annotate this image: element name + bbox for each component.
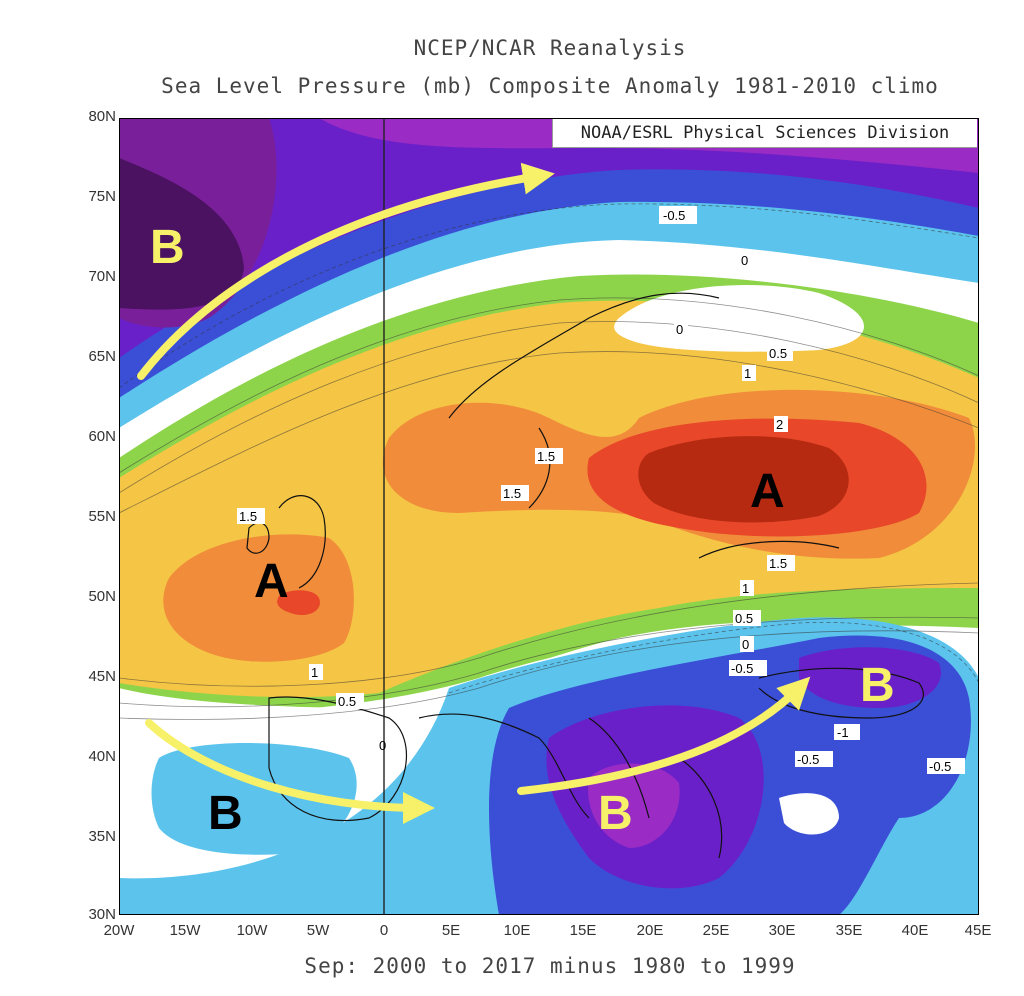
high-pressure-label: A — [750, 465, 785, 518]
contour-label: 1 — [311, 665, 318, 680]
lat-tick: 60N — [88, 428, 116, 445]
arrow-north — [137, 162, 555, 380]
contour-label: -0.5 — [929, 759, 951, 774]
low-pressure-label: B — [860, 659, 895, 712]
iberia-low — [151, 743, 357, 855]
contour-label: 1 — [742, 581, 749, 596]
lon-tick: 40E — [901, 922, 929, 939]
contour-label: 1.5 — [769, 556, 787, 571]
lat-tick: 50N — [88, 588, 116, 605]
contour-label: 1.5 — [503, 486, 521, 501]
contour-label: 0 — [742, 637, 749, 652]
contour-label: 0 — [676, 322, 683, 337]
contour-label: -1 — [837, 725, 849, 740]
bottom-label: Sep: 2000 to 2017 minus 1980 to 1999 — [304, 954, 796, 978]
arrow-southwest — [145, 719, 435, 824]
data-credit: NOAA/ESRL Physical Sciences Division — [552, 119, 977, 148]
contour-label: 1 — [744, 366, 751, 381]
lon-tick: 30E — [768, 922, 796, 939]
lon-tick: 25E — [702, 922, 730, 939]
title-line-1: NCEP/NCAR Reanalysis — [413, 36, 687, 60]
lon-tick: 45E — [964, 922, 992, 939]
contour-label-group: -0.5 0 0 0.5 1 2 1.5 1.5 1.5 1.5 1 0.5 0… — [237, 206, 965, 774]
low-pressure-label: B — [150, 221, 185, 274]
positive-red-west — [277, 590, 320, 616]
contour-label: 1.5 — [537, 449, 555, 464]
contour-label: 0 — [741, 253, 748, 268]
lat-tick: 80N — [88, 108, 116, 125]
southern-purple-core — [588, 763, 680, 848]
arctic-band-violet — [119, 118, 979, 358]
title-line-2: Sea Level Pressure (mb) Composite Anomal… — [161, 74, 939, 98]
lon-tick: 20E — [636, 922, 664, 939]
greenland-low-core — [119, 158, 244, 310]
anomaly-map: -0.5 0 0 0.5 1 2 1.5 1.5 1.5 1.5 1 0.5 0… — [119, 118, 979, 915]
contour-label: 0.5 — [338, 694, 356, 709]
lon-tick: 20W — [103, 922, 135, 939]
lat-tick: 35N — [88, 828, 116, 845]
lon-tick: 15E — [569, 922, 597, 939]
map-frame — [119, 118, 979, 915]
lat-tick: 70N — [88, 268, 116, 285]
lat-tick: 30N — [88, 906, 116, 923]
contour-label: -0.5 — [731, 661, 753, 676]
low-pressure-label: B — [598, 787, 633, 840]
flow-arrows — [137, 162, 811, 824]
contour-label: 2 — [776, 417, 783, 432]
contour-label: 1.5 — [239, 509, 257, 524]
contour-label: 0 — [379, 738, 386, 753]
contour-label: -0.5 — [663, 208, 685, 223]
negative-contours — [119, 203, 979, 694]
coastlines — [246, 292, 924, 859]
lat-tick: 45N — [88, 668, 116, 685]
lon-tick: 5W — [306, 922, 330, 939]
high-pressure-label: A — [254, 555, 289, 608]
low-pressure-label: B — [208, 787, 243, 840]
lat-tick: 65N — [88, 348, 116, 365]
lat-tick: 55N — [88, 508, 116, 525]
positive-orange-west — [163, 534, 354, 662]
contour-label: 0.5 — [735, 611, 753, 626]
positive-dark-red — [638, 436, 849, 523]
contour-label: 0.5 — [769, 346, 787, 361]
lat-tick: 40N — [88, 748, 116, 765]
arrow-southeast — [517, 676, 811, 795]
lon-tick: 5E — [441, 922, 461, 939]
lon-tick: 35E — [835, 922, 863, 939]
contour-lines — [119, 297, 979, 720]
lat-tick: 75N — [88, 188, 116, 205]
contour-label: -0.5 — [797, 752, 819, 767]
lon-tick: 10E — [503, 922, 531, 939]
lon-tick: 10W — [236, 922, 268, 939]
lon-tick: 0 — [379, 922, 389, 939]
lon-tick: 15W — [169, 922, 201, 939]
black-sea-low — [799, 647, 941, 708]
east-neutral-patch — [779, 793, 839, 835]
